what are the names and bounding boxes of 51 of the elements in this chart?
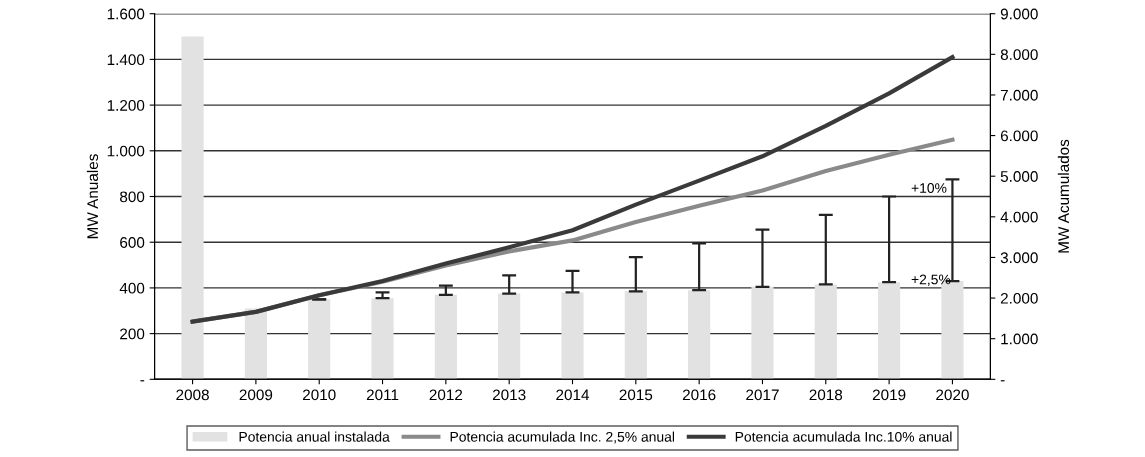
x-tick-label: 2013 [492, 389, 526, 401]
bar [244, 308, 267, 380]
y2-tick-label: 3.000 [1000, 252, 1038, 264]
y-tick-label: 200 [120, 328, 145, 340]
x-tick-label: 2012 [429, 389, 463, 401]
y-tick-label: 800 [120, 191, 145, 203]
legend-label: Potencia acumulada Inc.10% anual [735, 431, 952, 442]
y-tick-label: 1.400 [107, 54, 145, 66]
x-tick-label: 2010 [302, 389, 336, 401]
annotation: +2,5% [911, 274, 951, 286]
y2-tick-label: 4.000 [1000, 211, 1038, 223]
bar [878, 282, 901, 380]
x-tick-label: 2019 [872, 389, 906, 401]
legend-label: Potencia anual instalada [239, 431, 390, 442]
x-tick-label: 2015 [619, 389, 653, 401]
y-tick-label: 400 [119, 282, 145, 294]
x-tick-label: 2011 [366, 389, 399, 401]
y2-tick-label: 8.000 [1000, 49, 1038, 61]
x-tick-label: 2009 [239, 389, 273, 401]
bar [751, 286, 774, 380]
y-tick-label: 1.000 [107, 145, 145, 157]
y2-tick-label: 7.000 [1000, 89, 1038, 101]
bar [498, 293, 521, 380]
y2-tick-label: 1.000 [1001, 333, 1038, 345]
x-tick-label: 2017 [746, 389, 779, 401]
y-tick-label: 1.600 [107, 8, 145, 20]
y-axis-title: MW Anuales [86, 154, 99, 239]
bar [688, 290, 711, 380]
y2-tick-label: 6.000 [1000, 130, 1038, 142]
x-tick-label: 2020 [936, 389, 969, 401]
x-tick-label: 2014 [556, 389, 590, 401]
y2-tick-label: 2.000 [1000, 292, 1038, 304]
x-tick-label: 2008 [176, 389, 209, 401]
y2-axis-title: MW Acumulados [1057, 139, 1070, 253]
y-tick-label: 600 [120, 237, 145, 248]
bar [434, 294, 457, 380]
bar [181, 36, 204, 380]
y2-tick-label: - [1000, 380, 1005, 382]
bar [561, 292, 584, 380]
bar [624, 291, 647, 380]
annotation: +10% [911, 183, 947, 193]
bar [308, 299, 331, 380]
y2-tick-label: 9.000 [1000, 8, 1038, 20]
legend-label: Potencia acumulada Inc. 2,5% anual [450, 431, 675, 444]
x-tick-label: 2018 [809, 389, 843, 401]
bar [371, 298, 394, 380]
y2-tick-label: 5.000 [1000, 171, 1038, 182]
y-tick-label: 1.200 [107, 99, 145, 111]
x-tick-label: 2016 [682, 389, 716, 401]
y-tick-label: - [140, 380, 145, 382]
bar [814, 284, 837, 380]
